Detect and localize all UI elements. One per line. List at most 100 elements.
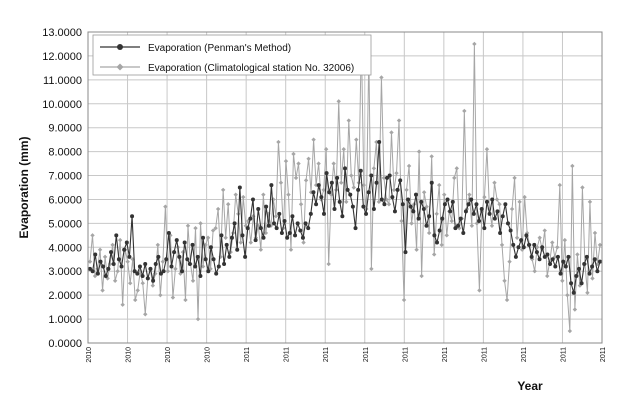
data-point [155,242,161,248]
data-point [206,269,211,274]
data-point [569,281,574,286]
data-point [115,269,120,274]
data-point [557,182,563,188]
data-point [542,254,547,259]
data-point [463,209,468,214]
data-point [148,266,153,271]
data-point [316,161,321,166]
data-point [235,247,240,252]
data-point [133,297,138,303]
series-station [87,36,603,334]
data-point [419,199,424,204]
data-point [429,180,434,185]
data-point [512,175,517,181]
data-point [403,250,408,255]
data-point [532,242,537,247]
data-point [424,204,429,209]
data-point [224,242,229,247]
data-point [172,250,177,255]
data-point [276,139,281,145]
data-point [229,235,234,240]
data-point [298,228,303,233]
data-point [396,118,402,123]
data-point [250,197,255,202]
y-tick-label: 13.0000 [42,27,82,39]
data-point [540,245,545,250]
data-point [245,226,250,231]
data-point [214,271,219,276]
data-point [331,161,336,166]
data-point [517,199,522,205]
data-point [385,175,390,180]
data-point [261,192,266,197]
data-point [579,281,584,286]
data-point [240,233,245,238]
data-point [243,223,248,228]
data-point [508,228,513,233]
data-point [597,242,603,248]
data-point [548,262,553,267]
data-point [298,202,304,207]
data-point [482,194,487,200]
y-tick-label: 9.0000 [48,123,82,135]
data-point [474,221,480,226]
y-tick-label: 4.0000 [48,242,82,254]
data-point [287,230,292,235]
data-point [348,192,353,197]
data-point [590,264,595,269]
data-point [477,288,482,293]
data-point [353,226,358,231]
legend-entry: Evaporation (Climatological station No. … [100,63,354,74]
data-point [401,297,407,303]
data-point [514,235,520,240]
data-point [321,211,326,216]
data-point [395,187,400,192]
data-point [110,242,115,248]
data-point [469,197,474,202]
data-point [566,254,571,259]
data-point [419,273,424,279]
y-tick-label: 1.0000 [48,314,82,326]
data-point [394,170,399,176]
data-point [166,230,171,235]
y-tick-label: 2.0000 [48,290,82,302]
data-point [584,254,589,259]
data-point [379,197,384,202]
data-point [201,235,206,240]
data-point [542,228,547,233]
data-point [440,216,445,221]
data-point [337,199,342,204]
data-point [572,307,578,312]
data-point [452,175,457,181]
data-point [145,276,150,281]
data-point [587,199,593,205]
data-point [140,274,145,279]
data-point [160,259,166,264]
data-point [435,240,440,245]
data-point [498,230,503,235]
plot-frame [87,31,603,344]
data-point [190,278,196,283]
data-point [537,235,542,240]
data-point [127,254,132,259]
data-point [500,214,505,219]
data-point [111,262,116,267]
data-point [466,202,471,207]
data-point [537,257,542,262]
data-point [164,257,169,262]
data-point [193,264,198,269]
data-point [288,247,294,252]
data-point [293,233,298,238]
data-point [344,199,349,205]
x-tick-label: 2011 [402,347,409,362]
data-point [371,207,376,212]
data-point [472,41,477,47]
data-point [258,226,263,231]
data-point [169,264,174,269]
data-point [127,280,133,286]
data-point [151,278,156,283]
data-point [437,182,442,188]
data-point [343,166,347,171]
data-point [358,168,363,173]
data-point [545,273,550,279]
